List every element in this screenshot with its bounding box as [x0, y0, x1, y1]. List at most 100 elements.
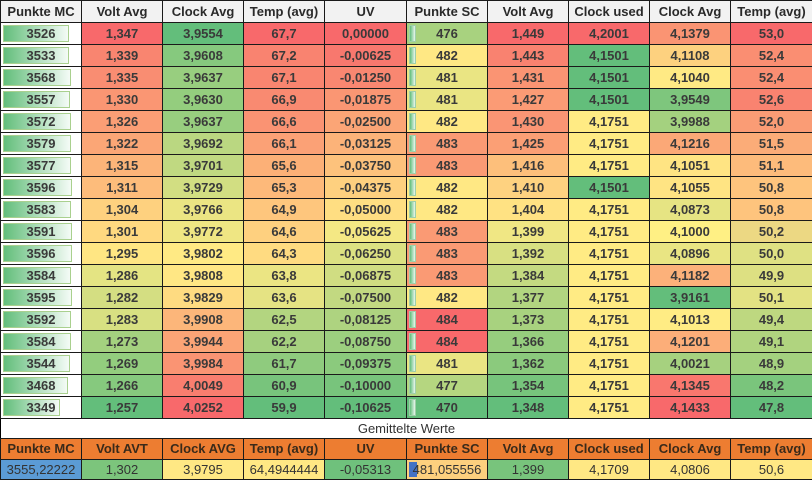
table-cell[interactable]: 3,9984	[163, 353, 244, 375]
table-cell[interactable]: 483	[407, 221, 488, 243]
table-cell[interactable]: 3,9608	[163, 45, 244, 67]
table-cell[interactable]: 1,301	[82, 221, 163, 243]
table-cell[interactable]: 1,339	[82, 45, 163, 67]
table-cell[interactable]: 1,431	[488, 67, 569, 89]
column-header[interactable]: UV	[325, 1, 407, 23]
table-cell[interactable]: -0,06250	[325, 243, 407, 265]
table-cell[interactable]: 52,6	[731, 89, 812, 111]
table-cell[interactable]: 483	[407, 133, 488, 155]
avg-cell[interactable]: 3,9795	[163, 460, 244, 480]
avg-cell[interactable]: 4,1709	[569, 460, 650, 480]
table-cell[interactable]: 4,1751	[569, 265, 650, 287]
table-cell[interactable]: 1,304	[82, 199, 163, 221]
table-cell[interactable]: 1,416	[488, 155, 569, 177]
table-cell[interactable]: 4,1751	[569, 199, 650, 221]
table-cell[interactable]: 3468	[1, 375, 82, 397]
table-cell[interactable]: 49,1	[731, 331, 812, 353]
column-header[interactable]: Punkte MC	[1, 1, 82, 23]
table-cell[interactable]: -0,09375	[325, 353, 407, 375]
table-cell[interactable]: 1,322	[82, 133, 163, 155]
column-header[interactable]: Clock used	[569, 1, 650, 23]
table-cell[interactable]: 1,384	[488, 265, 569, 287]
table-cell[interactable]: 50,8	[731, 199, 812, 221]
table-cell[interactable]: 1,399	[488, 221, 569, 243]
table-cell[interactable]: 1,330	[82, 89, 163, 111]
avg-column-header[interactable]: Punkte MC	[1, 439, 82, 460]
table-cell[interactable]: 4,1751	[569, 221, 650, 243]
table-cell[interactable]: 64,9	[244, 199, 325, 221]
table-cell[interactable]: 1,335	[82, 67, 163, 89]
table-cell[interactable]: 4,1751	[569, 133, 650, 155]
table-cell[interactable]: 4,0252	[163, 397, 244, 419]
table-cell[interactable]: 49,4	[731, 309, 812, 331]
avg-cell[interactable]: 1,302	[82, 460, 163, 480]
table-cell[interactable]: 52,4	[731, 45, 812, 67]
table-cell[interactable]: 51,1	[731, 155, 812, 177]
table-cell[interactable]: 1,410	[488, 177, 569, 199]
table-cell[interactable]: 3,9630	[163, 89, 244, 111]
table-cell[interactable]: 1,273	[82, 331, 163, 353]
table-cell[interactable]: 1,283	[82, 309, 163, 331]
table-cell[interactable]: -0,10625	[325, 397, 407, 419]
table-cell[interactable]: 4,1751	[569, 243, 650, 265]
table-cell[interactable]: 3,9944	[163, 331, 244, 353]
table-cell[interactable]: 1,315	[82, 155, 163, 177]
table-cell[interactable]: 3595	[1, 287, 82, 309]
column-header[interactable]: Punkte SC	[407, 1, 488, 23]
table-cell[interactable]: 47,8	[731, 397, 812, 419]
avg-cell[interactable]: 64,4944444	[244, 460, 325, 480]
table-cell[interactable]: 66,9	[244, 89, 325, 111]
table-cell[interactable]: 67,2	[244, 45, 325, 67]
table-cell[interactable]: 4,1201	[650, 331, 731, 353]
table-cell[interactable]: 52,4	[731, 67, 812, 89]
table-cell[interactable]: 50,2	[731, 221, 812, 243]
table-cell[interactable]: 1,362	[488, 353, 569, 375]
table-cell[interactable]: 67,1	[244, 67, 325, 89]
table-cell[interactable]: 3591	[1, 221, 82, 243]
table-cell[interactable]: -0,10000	[325, 375, 407, 397]
table-cell[interactable]: 1,282	[82, 287, 163, 309]
table-cell[interactable]: 3349	[1, 397, 82, 419]
table-cell[interactable]: 3,9772	[163, 221, 244, 243]
table-cell[interactable]: 1,257	[82, 397, 163, 419]
table-cell[interactable]: -0,00625	[325, 45, 407, 67]
table-cell[interactable]: 59,9	[244, 397, 325, 419]
table-cell[interactable]: 67,7	[244, 23, 325, 45]
table-cell[interactable]: 1,286	[82, 265, 163, 287]
table-cell[interactable]: 4,1055	[650, 177, 731, 199]
table-cell[interactable]: 482	[407, 45, 488, 67]
table-cell[interactable]: 1,366	[488, 331, 569, 353]
avg-column-header[interactable]: Clock AVG	[163, 439, 244, 460]
avg-cell[interactable]: 481,055556	[407, 460, 488, 480]
column-header[interactable]: Clock Avg	[163, 1, 244, 23]
table-cell[interactable]: 4,0049	[163, 375, 244, 397]
table-cell[interactable]: 3583	[1, 199, 82, 221]
table-cell[interactable]: 4,1000	[650, 221, 731, 243]
table-cell[interactable]: 481	[407, 89, 488, 111]
table-cell[interactable]: 1,373	[488, 309, 569, 331]
table-cell[interactable]: 1,266	[82, 375, 163, 397]
table-cell[interactable]: 481	[407, 353, 488, 375]
table-cell[interactable]: 62,2	[244, 331, 325, 353]
table-cell[interactable]: 3592	[1, 309, 82, 331]
table-cell[interactable]: 482	[407, 177, 488, 199]
table-cell[interactable]: 4,1751	[569, 353, 650, 375]
table-cell[interactable]: 1,392	[488, 243, 569, 265]
table-cell[interactable]: 481	[407, 67, 488, 89]
table-cell[interactable]: 1,377	[488, 287, 569, 309]
table-cell[interactable]: 3,9908	[163, 309, 244, 331]
table-cell[interactable]: 50,0	[731, 243, 812, 265]
avg-column-header[interactable]: Volt AVT	[82, 439, 163, 460]
table-cell[interactable]: -0,07500	[325, 287, 407, 309]
table-cell[interactable]: 4,1751	[569, 155, 650, 177]
avg-cell[interactable]: -0,05313	[325, 460, 407, 480]
table-cell[interactable]: 483	[407, 243, 488, 265]
table-cell[interactable]: -0,06875	[325, 265, 407, 287]
table-cell[interactable]: 66,6	[244, 111, 325, 133]
table-cell[interactable]: -0,08125	[325, 309, 407, 331]
table-cell[interactable]: 1,311	[82, 177, 163, 199]
table-cell[interactable]: -0,03750	[325, 155, 407, 177]
avg-column-header[interactable]: Volt Avg	[488, 439, 569, 460]
table-cell[interactable]: 51,5	[731, 133, 812, 155]
table-cell[interactable]: 4,1379	[650, 23, 731, 45]
